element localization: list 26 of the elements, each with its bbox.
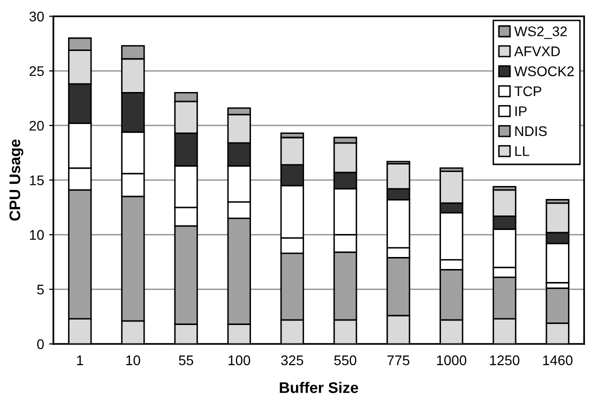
- legend-label: NDIS: [515, 126, 547, 136]
- y-tick-label: 30: [29, 12, 44, 22]
- y-tick-label: 20: [30, 120, 44, 131]
- x-tick-label: 55: [178, 356, 194, 366]
- x-tick-label: 10: [126, 355, 140, 366]
- legend-label: AFVXD: [514, 46, 560, 56]
- x-tick-label: 1: [77, 356, 84, 366]
- legend-label: WSOCK2: [514, 66, 574, 76]
- x-tick-label: 1000: [437, 355, 466, 366]
- legend-label: TCP: [514, 86, 542, 96]
- y-tick-label: 10: [30, 230, 44, 240]
- x-tick-label: 1250: [490, 355, 520, 366]
- y-tick-label: 5: [37, 284, 44, 294]
- x-tick-label: 1460: [543, 355, 572, 366]
- legend-label: IP: [515, 106, 527, 116]
- x-tick-label: 550: [334, 355, 356, 366]
- y-tick-label: 15: [30, 176, 44, 186]
- x-tick-label: 100: [228, 355, 250, 366]
- y-tick-label: 0: [37, 339, 44, 350]
- x-tick-label: 325: [281, 355, 304, 366]
- legend-label: WS2_32: [514, 26, 567, 39]
- y-axis-title: CPU Usage: [9, 139, 24, 221]
- x-axis-title: Buffer Size: [280, 382, 358, 394]
- y-tick-label: 25: [30, 66, 44, 76]
- legend-label: LL: [515, 146, 530, 156]
- x-tick-label: 775: [387, 356, 410, 366]
